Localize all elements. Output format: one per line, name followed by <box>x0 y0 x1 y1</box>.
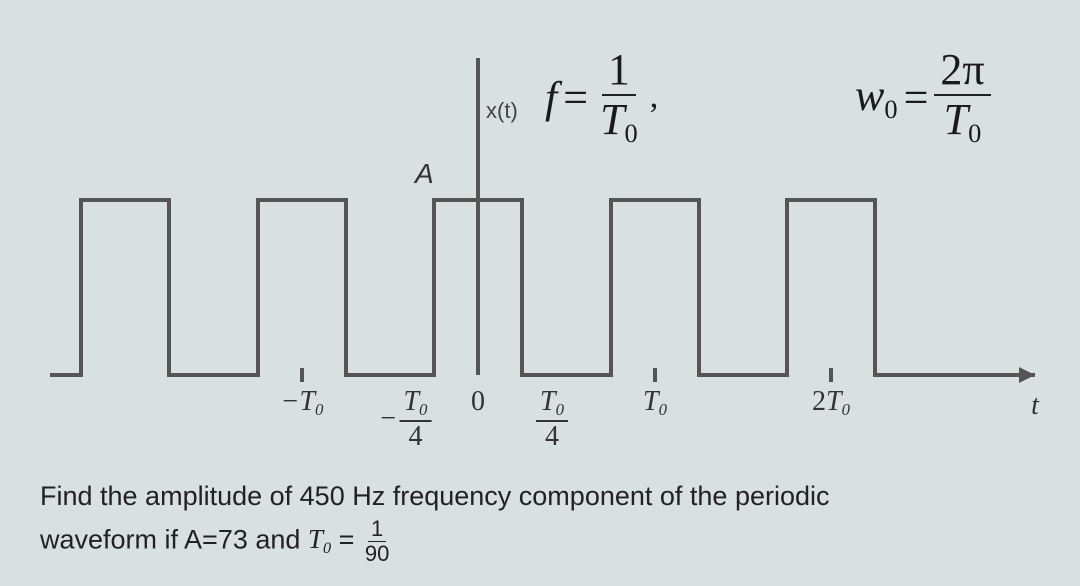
t-axis-label: t <box>1031 390 1039 422</box>
q-eq: = <box>331 524 362 554</box>
q-line1b: frequency component of the periodic <box>385 481 829 511</box>
q-and: and <box>248 524 308 554</box>
q-hz: Hz <box>345 481 386 511</box>
tick-neg-t0-over-4: − T0 4 <box>379 386 432 453</box>
q-T0-value: 190 <box>362 518 392 565</box>
tick-zero: 0 <box>471 386 485 418</box>
q-T0: T0 <box>308 524 331 554</box>
tick-neg-t0: −T0 <box>281 386 324 420</box>
figure-canvas: f = 1 T0 , w0 = 2π T0 x(t) A −T0 <box>0 0 1080 586</box>
q-freq: 450 <box>300 481 345 511</box>
tick-t0: T0 <box>643 386 667 420</box>
tick-2t0: 2T0 <box>812 386 850 420</box>
q-line2a: waveform if A= <box>40 524 218 554</box>
question-text: Find the amplitude of 450 Hz frequency c… <box>40 476 1050 565</box>
q-line1a: Find the amplitude of <box>40 481 300 511</box>
tick-t0-over-4: T0 4 <box>536 386 568 453</box>
q-A: 73 <box>218 524 248 554</box>
